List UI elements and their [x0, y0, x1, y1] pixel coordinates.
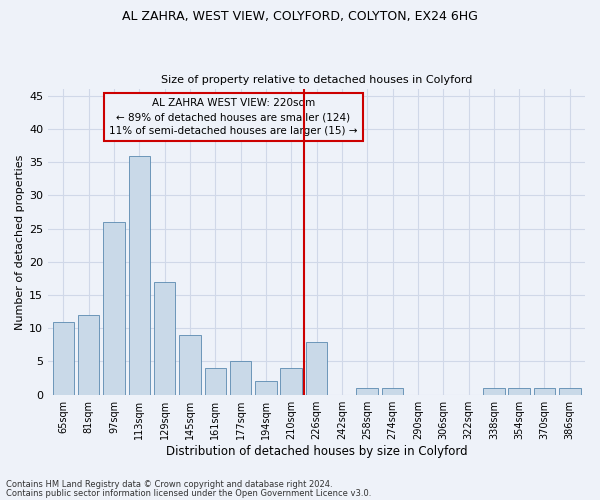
Text: Contains public sector information licensed under the Open Government Licence v3: Contains public sector information licen… — [6, 488, 371, 498]
Bar — [205, 368, 226, 394]
Bar — [534, 388, 555, 394]
Bar — [103, 222, 125, 394]
Bar — [382, 388, 403, 394]
Bar — [306, 342, 328, 394]
Bar — [559, 388, 581, 394]
Bar — [154, 282, 175, 395]
Text: AL ZAHRA WEST VIEW: 220sqm
← 89% of detached houses are smaller (124)
11% of sem: AL ZAHRA WEST VIEW: 220sqm ← 89% of deta… — [109, 98, 358, 136]
Bar — [508, 388, 530, 394]
Title: Size of property relative to detached houses in Colyford: Size of property relative to detached ho… — [161, 76, 472, 86]
Text: AL ZAHRA, WEST VIEW, COLYFORD, COLYTON, EX24 6HG: AL ZAHRA, WEST VIEW, COLYFORD, COLYTON, … — [122, 10, 478, 23]
X-axis label: Distribution of detached houses by size in Colyford: Distribution of detached houses by size … — [166, 444, 467, 458]
Y-axis label: Number of detached properties: Number of detached properties — [15, 154, 25, 330]
Bar — [483, 388, 505, 394]
Bar — [356, 388, 378, 394]
Bar — [230, 362, 251, 394]
Bar — [128, 156, 150, 394]
Bar — [53, 322, 74, 394]
Bar — [280, 368, 302, 394]
Text: Contains HM Land Registry data © Crown copyright and database right 2024.: Contains HM Land Registry data © Crown c… — [6, 480, 332, 489]
Bar — [255, 382, 277, 394]
Bar — [179, 335, 201, 394]
Bar — [78, 315, 100, 394]
